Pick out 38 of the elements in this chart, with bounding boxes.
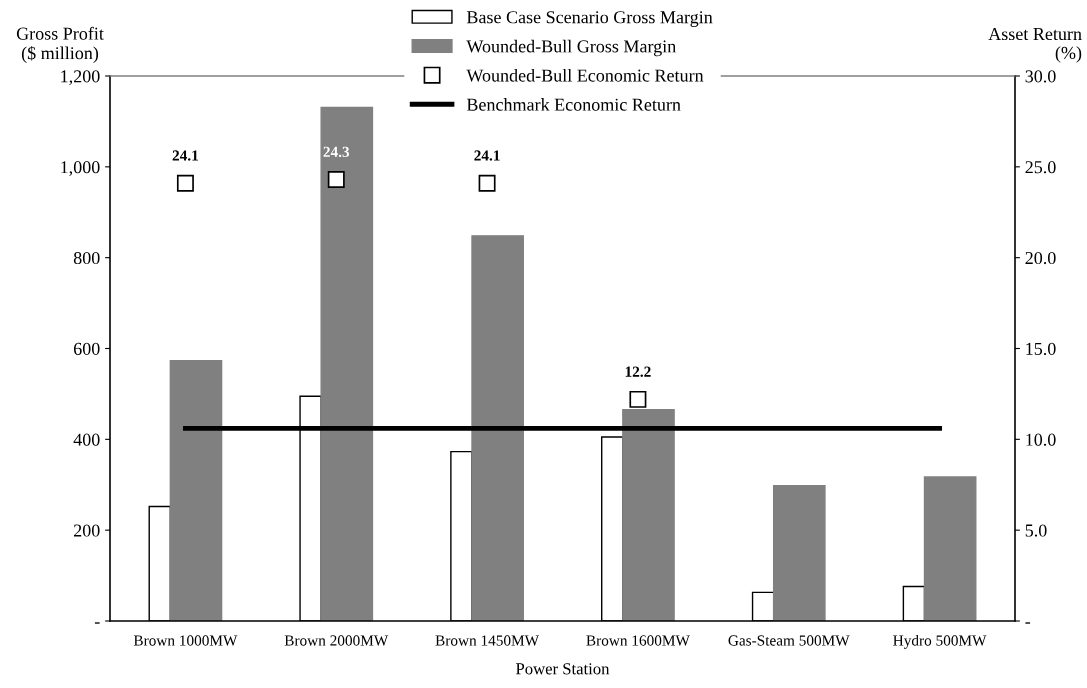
point	[327, 171, 345, 189]
bar	[622, 409, 675, 621]
bar	[923, 476, 977, 621]
data-label: 24.3	[323, 146, 350, 158]
x-tick-label: Brown 1000MW	[133, 635, 238, 646]
data-label: 24.1	[474, 150, 500, 161]
bar	[169, 360, 223, 621]
y-tick-label: 600	[73, 342, 100, 355]
y-axis-title: Gross Profit ($ million)	[16, 26, 104, 63]
y-tick-label: 800	[73, 251, 100, 265]
y2-tick-label: 5.0	[1025, 524, 1047, 537]
data-label: 12.2	[625, 366, 651, 377]
x-tick-label: Brown 2000MW	[284, 635, 389, 646]
legend-label: Wounded-Bull Gross Margin	[466, 39, 676, 57]
y-tick-label: -	[94, 622, 100, 624]
x-axis-title: Power Station	[515, 663, 610, 675]
legend-label: Base Case Scenario Gross Margin	[466, 11, 713, 28]
y2-tick-label: 20.0	[1025, 251, 1056, 265]
y-tick-label: 1,000	[61, 161, 100, 176]
legend-label: Benchmark Economic Return	[466, 98, 681, 111]
y-tick-label: 1,200	[61, 70, 100, 86]
x-tick-label: Hydro 500MW	[893, 634, 987, 649]
bar	[471, 235, 524, 621]
bar	[772, 484, 826, 621]
y2-tick-label: 10.0	[1026, 433, 1056, 446]
legend-label: Wounded-Bull Economic Return	[466, 68, 704, 82]
y2-axis-title: Asset Return (%)	[988, 27, 1082, 63]
y2-tick-label: 30.0	[1025, 70, 1056, 83]
y2-tick-label: -	[1025, 622, 1031, 624]
y2-tick-label: 15.0	[1026, 342, 1056, 356]
y-tick-label: 200	[73, 524, 100, 537]
y-tick-label: 400	[73, 433, 100, 446]
x-tick-label: Brown 1450MW	[435, 635, 540, 646]
bar	[320, 106, 374, 621]
x-tick-label: Gas-Steam 500MW	[728, 635, 850, 646]
x-tick-label: Brown 1600MW	[586, 635, 690, 646]
y2-tick-label: 25.0	[1025, 161, 1056, 174]
data-label: 24.1	[172, 150, 198, 161]
